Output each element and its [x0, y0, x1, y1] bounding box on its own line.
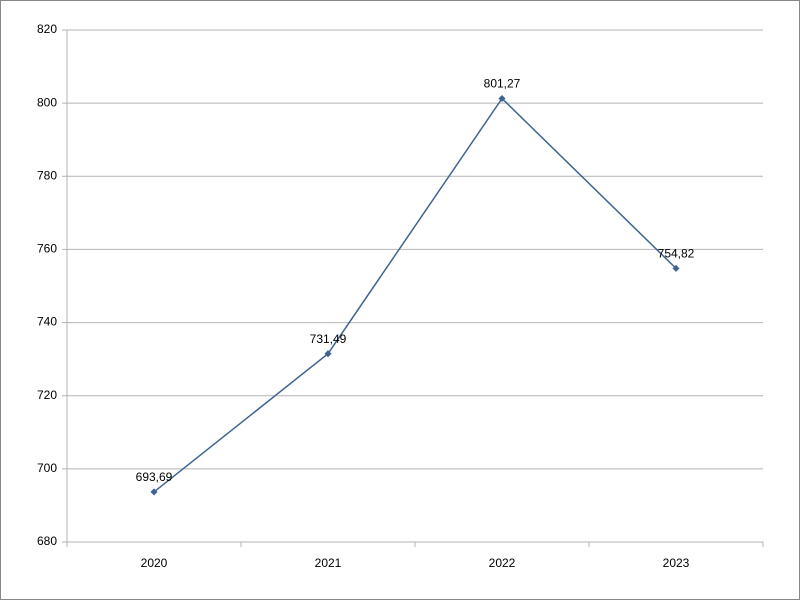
y-tick-label: 680	[37, 534, 57, 548]
point	[498, 94, 506, 103]
y-tick-label: 760	[37, 242, 57, 256]
x-tick-label: 2020	[141, 556, 168, 570]
point	[324, 350, 332, 358]
data-label: 731,49	[310, 332, 347, 346]
y-tick-label: 780	[37, 168, 57, 182]
y-tick-label: 700	[37, 461, 57, 475]
x-tick-label: 2023	[663, 556, 690, 570]
y-tick-label: 720	[37, 388, 57, 402]
x-tick-label: 2021	[315, 556, 342, 570]
data-label: 754,82	[658, 247, 695, 261]
point	[150, 488, 158, 496]
line	[153, 97, 677, 493]
point	[672, 264, 680, 272]
y-tick-label: 820	[37, 22, 57, 36]
y-tick-label: 800	[37, 95, 57, 109]
x-tick-label: 2022	[489, 556, 516, 570]
data-label: 693,69	[136, 470, 173, 484]
data-label: 801,27	[484, 77, 521, 91]
y-tick-label: 740	[37, 315, 57, 329]
